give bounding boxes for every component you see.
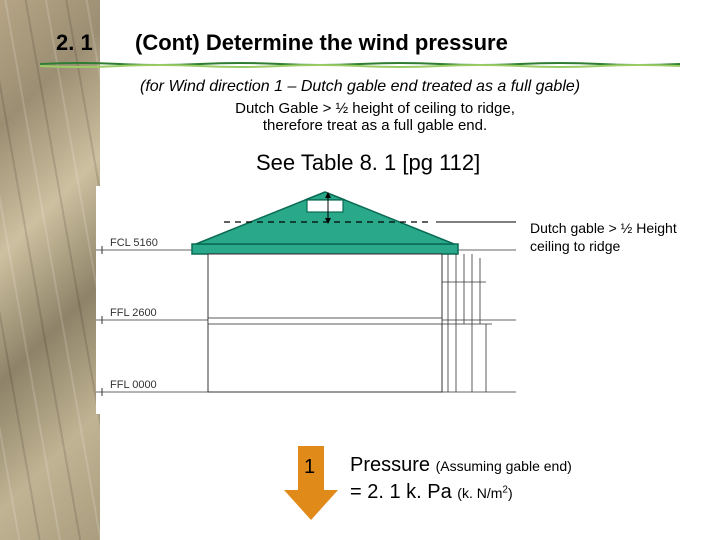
direction-arrow: 1: [284, 446, 338, 524]
section-number: 2. 1: [56, 30, 93, 56]
ffl-label: FFL 2600: [110, 307, 157, 319]
subtitle: (for Wind direction 1 – Dutch gable end …: [140, 78, 580, 96]
pressure-result: Pressure (Assuming gable end) = 2. 1 k. …: [350, 452, 572, 506]
arrow-number: 1: [304, 456, 315, 479]
fcl-label: FCL 5160: [110, 237, 158, 249]
pressure-label: Pressure: [350, 454, 430, 476]
pressure-unit: (k. N/m2): [457, 485, 512, 501]
slide-content: 2. 1 (Cont) Determine the wind pressure …: [0, 0, 720, 540]
diagram-callout: Dutch gable > ½ Height ceiling to ridge: [530, 220, 690, 255]
pressure-qualifier: (Assuming gable end): [436, 458, 572, 474]
note-text: Dutch Gable > ½ height of ceiling to rid…: [185, 100, 565, 134]
note-line-2: therefore treat as a full gable end.: [263, 117, 487, 134]
see-table-reference: See Table 8. 1 [pg 112]: [256, 150, 480, 176]
title-underline-rule: [40, 62, 680, 68]
pressure-value: = 2. 1 k. Pa: [350, 481, 452, 503]
building-elevation-diagram: FCL 5160 FFL 2600 FFL 0000: [96, 186, 516, 414]
ffl0-label: FFL 0000: [110, 379, 157, 391]
page-title: (Cont) Determine the wind pressure: [135, 30, 508, 56]
arrow-head-icon: [284, 490, 338, 520]
note-line-1: Dutch Gable > ½ height of ceiling to rid…: [235, 100, 515, 117]
